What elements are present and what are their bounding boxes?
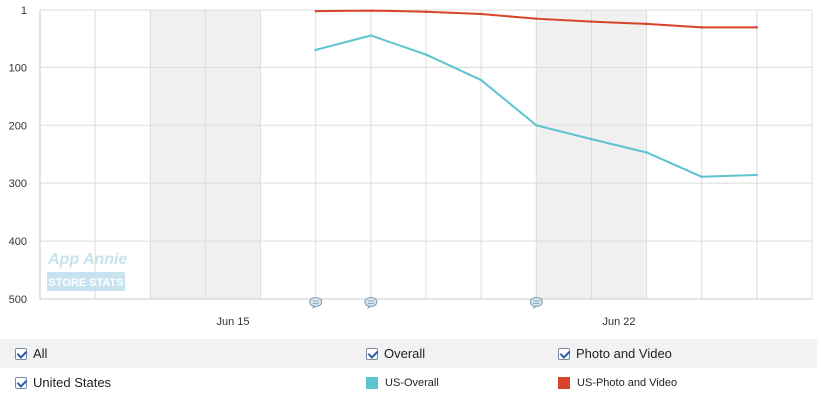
y-tick-label: 1 [21,5,27,17]
filter-united-states[interactable]: United States [15,368,111,397]
annotation-note-icon[interactable] [309,297,323,310]
note-tail [311,306,316,309]
y-tick-label: 400 [9,236,27,248]
data-point [369,34,373,37]
annotation-note-icon[interactable] [364,297,378,310]
app-annie-watermark: App Annie STORE STATS [47,251,128,291]
data-point [755,26,759,29]
watermark-line2: STORE STATS [48,277,123,289]
data-point [590,20,593,23]
data-point [535,124,538,127]
note-tail [366,306,371,309]
note-bubble [529,297,543,307]
data-point [314,9,317,13]
y-tick-label: 300 [9,178,27,190]
filter-photo-video-label: Photo and Video [576,346,672,361]
data-point [700,175,703,178]
y-tick-label: 500 [9,294,27,306]
note-tail [532,306,537,309]
checkbox-all[interactable] [15,347,27,360]
filter-all-label: All [33,346,48,361]
data-point [479,78,483,82]
data-point [645,151,648,154]
legend-us-overall[interactable]: US-Overall [366,368,439,397]
filter-all[interactable]: All [15,339,47,368]
filter-overall[interactable]: Overall [366,339,425,368]
checkbox-overall[interactable] [366,347,378,360]
data-point [314,48,317,52]
note-bubble [364,297,378,307]
checkbox-photo-video[interactable] [558,347,570,360]
us-overall-swatch [366,376,378,389]
legend-us-photo-video[interactable]: US-Photo and Video [558,368,677,397]
data-point [755,173,759,177]
data-point [590,137,593,141]
annotation-note-icon[interactable] [529,297,543,310]
us-photo-video-swatch [558,376,570,389]
x-tick-label: Jun 15 [216,316,249,328]
rank-line-chart: App Annie STORE STATS 1 100 200 300 400 500 J… [9,5,813,328]
note-bubble [309,297,323,307]
data-point [645,22,648,26]
y-tick-label: 200 [9,120,27,132]
filter-photo-video[interactable]: Photo and Video [558,339,672,368]
legend-us-overall-label: US-Overall [385,376,439,389]
data-point [535,17,538,20]
legend-us-photo-video-label: US-Photo and Video [577,376,678,389]
legend-row-categories: All Overall Photo and Video [0,339,817,368]
filter-overall-label: Overall [384,346,426,361]
data-point [479,12,483,16]
filter-united-states-label: United States [33,375,112,390]
checkbox-united-states[interactable] [15,376,27,389]
y-tick-label: 100 [9,62,27,74]
legend-row-series: United States US-Overall US-Photo and Vi… [0,368,817,397]
chart-legend: All Overall Photo and Video United State… [0,339,817,399]
data-point [424,10,428,13]
data-point [424,53,428,56]
watermark-line1: App Annie [47,251,128,268]
data-point [369,9,373,12]
x-tick-label: Jun 22 [602,316,635,328]
data-point [700,26,703,29]
